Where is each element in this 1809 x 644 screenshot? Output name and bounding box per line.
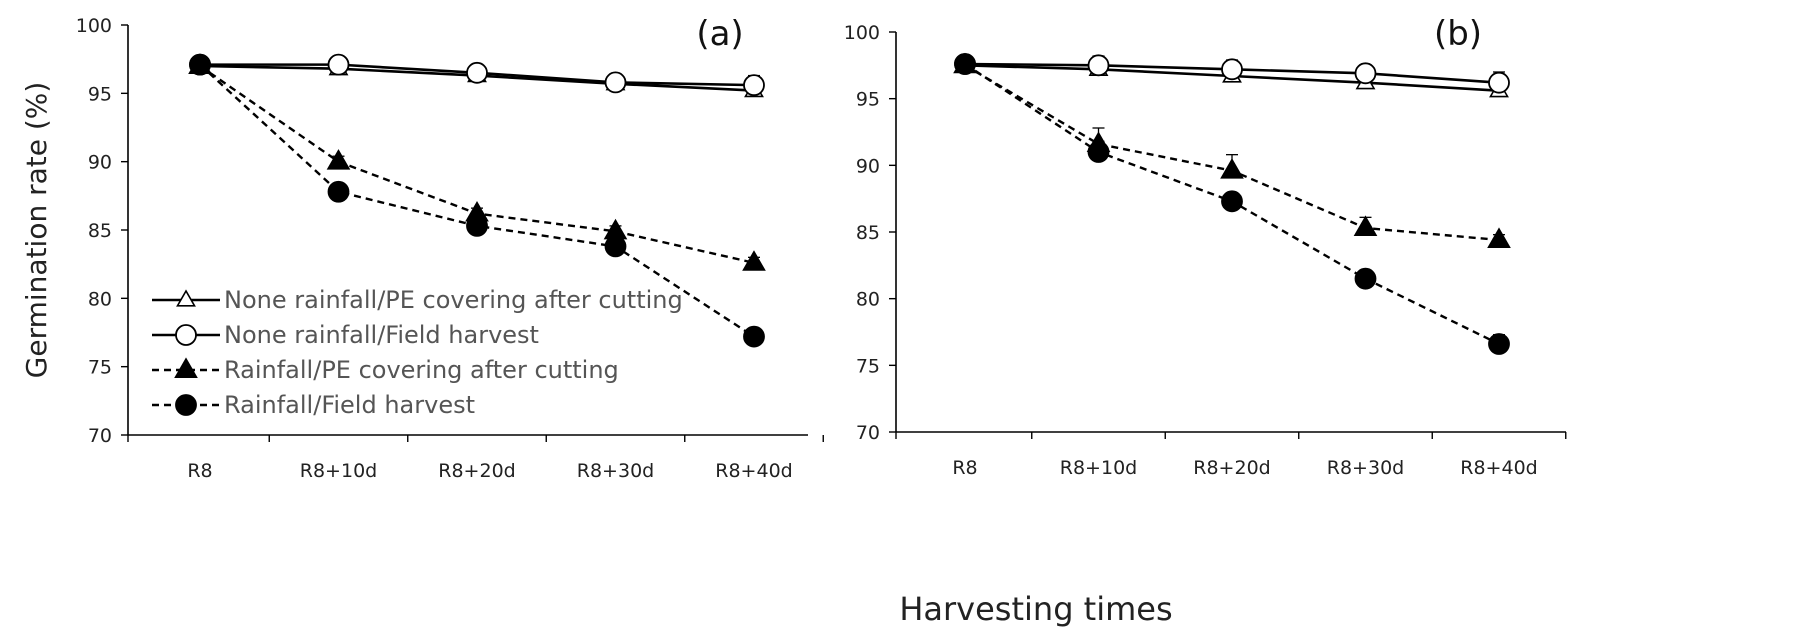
legend-marker xyxy=(174,357,198,378)
legend-entry: None rainfall/Field harvest xyxy=(224,321,539,349)
data-point xyxy=(1354,62,1377,85)
data-point xyxy=(1087,141,1110,163)
y-tick-label: 75 xyxy=(856,355,880,377)
x-tick-label: R8+30d xyxy=(1327,457,1404,479)
x-tick-label: R8+20d xyxy=(438,460,515,482)
data-point xyxy=(1354,267,1377,290)
data-point xyxy=(1487,227,1511,248)
data-point xyxy=(743,74,765,97)
y-axis-label: Germination rate (%) xyxy=(20,82,53,379)
data-point xyxy=(1488,71,1510,94)
y-tick-label: 85 xyxy=(88,220,112,242)
legend: None rainfall/PE covering after cutting N… xyxy=(152,286,683,419)
y-tick-label: 90 xyxy=(88,152,112,174)
y-tick-label: 85 xyxy=(856,222,880,244)
series-line xyxy=(964,64,1500,242)
data-point xyxy=(954,53,976,75)
data-point xyxy=(1488,333,1510,355)
x-tick-label: R8 xyxy=(952,457,977,479)
legend-entry: Rainfall/PE covering after cutting xyxy=(224,356,619,384)
data-point xyxy=(742,250,766,271)
y-tick-label: 95 xyxy=(856,89,880,111)
data-point xyxy=(1221,58,1243,81)
y-tick-label: 95 xyxy=(88,83,112,105)
data-point xyxy=(327,180,350,203)
data-point xyxy=(604,71,627,94)
panel-label: (b) xyxy=(1434,14,1482,54)
data-point xyxy=(1087,54,1110,77)
data-point xyxy=(1220,158,1244,179)
y-tick-label: 100 xyxy=(76,15,112,37)
y-tick-label: 70 xyxy=(88,425,112,447)
panel-label: (a) xyxy=(696,14,743,54)
y-tick-label: 80 xyxy=(856,289,880,311)
y-tick-label: 90 xyxy=(856,155,880,177)
x-tick-label: R8 xyxy=(187,460,212,482)
x-tick-label: R8+20d xyxy=(1193,457,1270,479)
data-point xyxy=(604,235,627,258)
data-point xyxy=(1221,190,1243,213)
legend-marker xyxy=(176,289,196,307)
x-tick-label: R8+40d xyxy=(1460,457,1537,479)
chart-panel-a: 70 75 80 85 90 95 100 R8 R8+10d R8+20d R8+30d R8+40… xyxy=(76,14,824,482)
data-point xyxy=(189,53,211,76)
y-tick-label: 80 xyxy=(88,288,112,310)
data-point xyxy=(466,214,488,237)
data-point xyxy=(1353,215,1378,236)
y-tick-label: 70 xyxy=(856,422,880,444)
legend-marker xyxy=(175,324,197,346)
legend-marker xyxy=(175,394,197,416)
x-tick-label: R8+10d xyxy=(1060,457,1137,479)
y-tick-label: 100 xyxy=(844,22,880,44)
data-point xyxy=(743,325,765,348)
x-tick-label: R8+10d xyxy=(300,460,377,482)
x-axis-label: Harvesting times xyxy=(899,590,1172,628)
data-point xyxy=(466,61,488,84)
data-point xyxy=(326,149,351,170)
data-point xyxy=(327,53,350,76)
legend-entry: None rainfall/PE covering after cutting xyxy=(224,286,683,314)
legend-entry: Rainfall/Field harvest xyxy=(224,391,475,419)
x-tick-label: R8+30d xyxy=(577,460,654,482)
x-tick-label: R8+40d xyxy=(715,460,792,482)
y-tick-label: 75 xyxy=(88,357,112,379)
chart-panel-b: 70 75 80 85 90 95 100 R8 R8+10d R8+20d R8+30d R8+40… xyxy=(844,14,1567,479)
